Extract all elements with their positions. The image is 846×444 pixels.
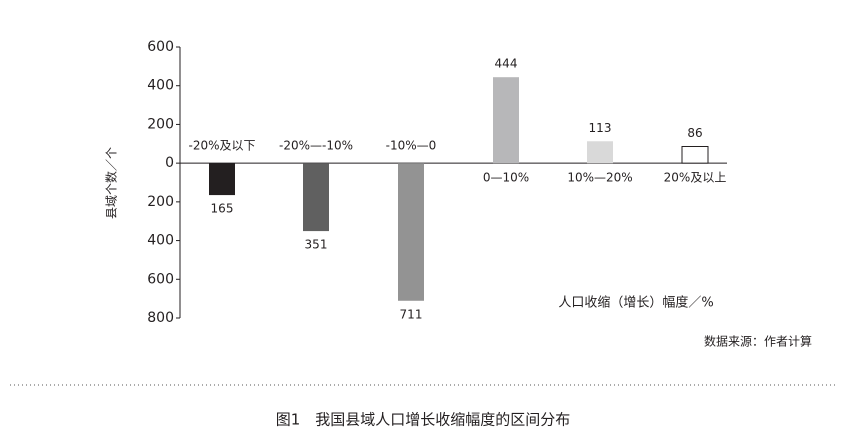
y-tick-label: 600 [147,271,174,287]
x-axis-label: 人口收缩（增长）幅度／% [558,295,713,311]
caption: 图1 我国县域人口增长收缩幅度的区间分布 [276,411,571,429]
x-tick-label: 0—10% [483,171,529,185]
x-tick-label: -20%及以下 [188,139,255,153]
y-tick-label: 400 [147,78,174,94]
data-label: 711 [400,307,423,321]
y-tick-label: 200 [147,194,174,210]
y-tick-label: 200 [147,116,174,132]
y-tick-label: 600 [147,39,174,55]
bar [587,141,613,164]
x-tick-label: 10%—20% [567,171,632,185]
y-axis-label: 县域个数／个 [104,147,119,219]
source-note: 数据来源：作者计算 [704,334,812,349]
bar [209,163,235,196]
bar [303,163,329,232]
data-label: 444 [495,57,518,71]
y-tick-label: 0 [165,155,174,171]
bar [493,77,519,164]
x-tick-label: 20%及以上 [664,171,727,185]
x-tick-label: -10%—0 [386,139,437,153]
data-label: 351 [305,238,328,252]
y-tick-label: 400 [147,233,174,249]
data-label: 86 [687,126,702,140]
y-tick-label: 800 [147,310,174,326]
data-label: 113 [589,121,612,135]
x-tick-label: -20%—-10% [279,139,353,153]
bar [681,145,709,164]
bar [398,163,424,301]
data-label: 165 [211,202,234,216]
